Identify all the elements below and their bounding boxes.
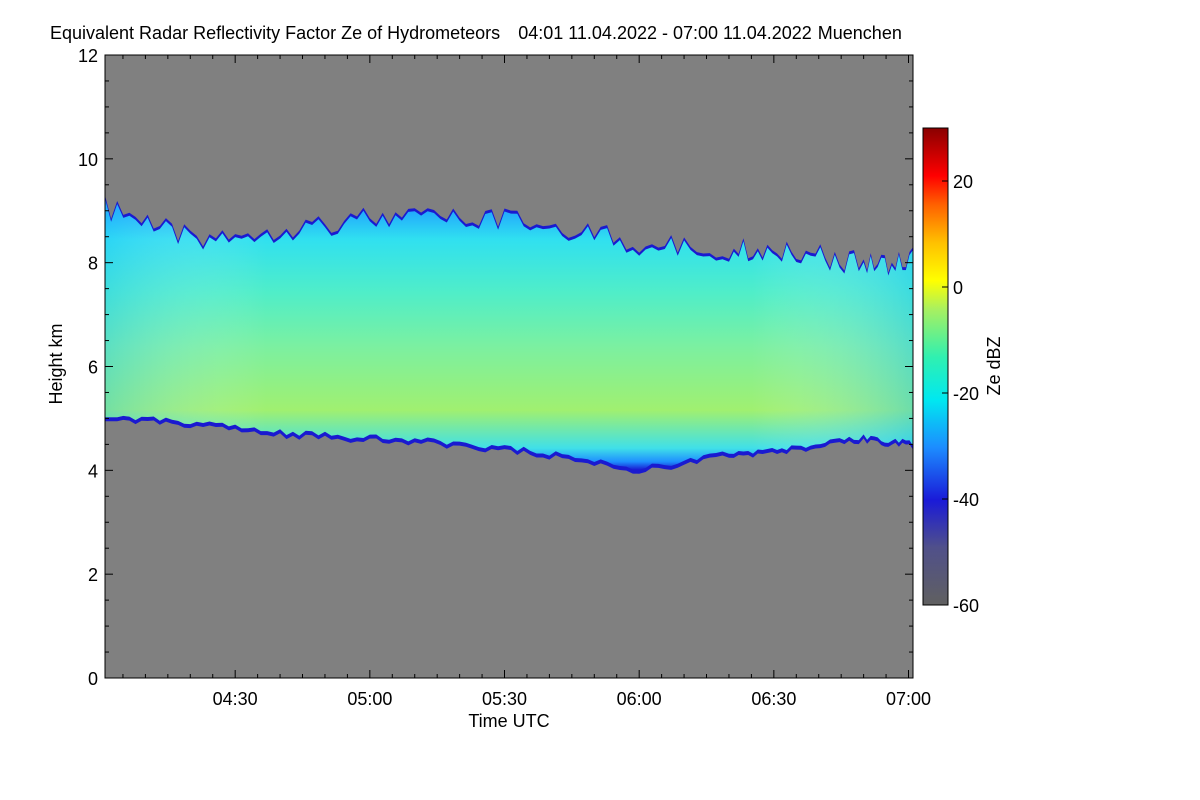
y-axis-label: Height km <box>46 323 66 404</box>
y-tick-label: 8 <box>88 254 98 274</box>
plot-area: 04:30 05:00 05:30 06:00 06:30 07:00 0 2 4 6 8 10 12 <box>78 46 931 709</box>
colorbar: 20 0 -20 -40 -60 Ze dBZ <box>922 127 1004 616</box>
cloud-echo-shading <box>105 198 913 470</box>
colorbar-tick-label: -20 <box>953 384 979 404</box>
y-tick-label: 4 <box>88 461 98 481</box>
x-axis-label: Time UTC <box>468 711 549 731</box>
x-tick-label: 07:00 <box>886 689 931 709</box>
y-tick-label: 2 <box>88 565 98 585</box>
y-axis: 0 2 4 6 8 10 12 <box>78 46 913 689</box>
x-tick-label: 06:30 <box>751 689 796 709</box>
x-axis: 04:30 05:00 05:30 06:00 06:30 07:00 <box>122 55 931 709</box>
cloud-layer <box>105 195 913 474</box>
y-tick-label: 0 <box>88 669 98 689</box>
x-tick-label: 04:30 <box>213 689 258 709</box>
colorbar-tick-label: -60 <box>953 596 979 616</box>
y-tick-label: 12 <box>78 46 98 66</box>
y-tick-label: 6 <box>88 358 98 378</box>
y-tick-label: 10 <box>78 150 98 170</box>
colorbar-tick-label: 20 <box>953 172 973 192</box>
x-tick-label: 05:30 <box>482 689 527 709</box>
x-tick-label: 06:00 <box>617 689 662 709</box>
colorbar-tick-label: 0 <box>953 278 963 298</box>
colorbar-label: Ze dBZ <box>984 336 1004 395</box>
x-tick-label: 05:00 <box>347 689 392 709</box>
colorbar-ticks: 20 0 -20 -40 -60 <box>942 172 979 616</box>
colorbar-gradient <box>922 127 949 606</box>
colorbar-tick-label: -40 <box>953 490 979 510</box>
chart-title: Equivalent Radar Reflectivity Factor Ze … <box>50 23 902 43</box>
